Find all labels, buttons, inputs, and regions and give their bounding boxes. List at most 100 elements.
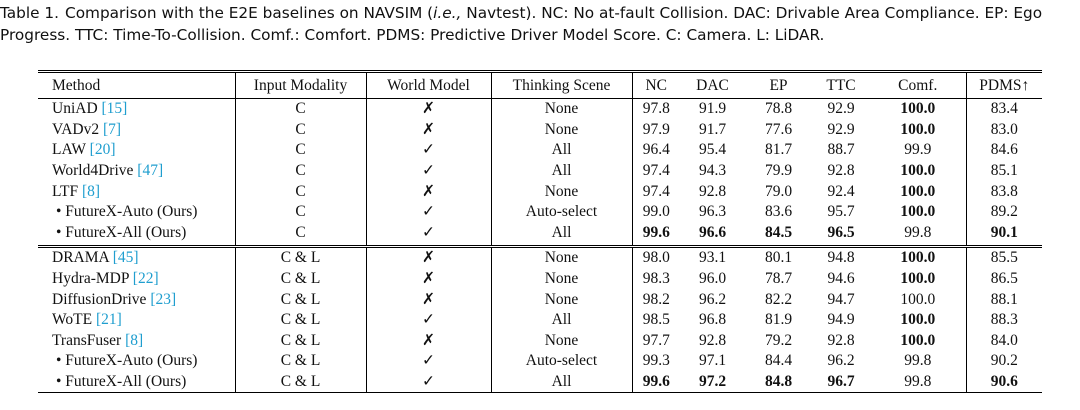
table-row: • FutureX-All (Ours) C & L ✓ All 99.6 97.2 84.… [38, 371, 1042, 393]
table-cell: 83.4 [966, 99, 1042, 120]
table-cell: C [235, 98, 367, 120]
method-name: DiffusionDrive [52, 290, 151, 308]
table-cell: 100.0 [870, 119, 967, 141]
table-cell: 90.1 [966, 223, 1042, 247]
method-name: DRAMA [52, 249, 113, 267]
best-value: 100.0 [900, 270, 936, 288]
best-value: 100.0 [900, 120, 936, 138]
table-cell: 95.4 [680, 140, 745, 161]
table-cell: 92.4 [812, 181, 870, 202]
table-cell: 92.9 [812, 120, 870, 141]
best-value: 99.6 [642, 223, 670, 241]
row-group: UniAD [15] C ✗ None 97.8 91.9 78.8 92.9 100.0 83.… [38, 98, 1042, 247]
table-cell: 92.9 [812, 99, 870, 120]
table-cell: ✓ [366, 309, 492, 331]
cell-value: ✓ [422, 203, 435, 221]
cell-value: Auto-select [525, 352, 598, 370]
cell-value: 92.8 [698, 182, 727, 200]
table-cell: ✓ [366, 222, 492, 247]
cell-value: 99.8 [904, 223, 932, 241]
cell-value: All [551, 141, 572, 159]
cell-value: C & L [280, 270, 321, 288]
table-row: TransFuser [8] C & L ✗ None 97.7 92.8 79.2 92.8… [38, 330, 1042, 352]
table-cell: ✓ [366, 160, 492, 182]
cell-value: 96.4 [642, 141, 670, 159]
method-name: TransFuser [52, 331, 126, 349]
table-cell: 99.8 [870, 222, 967, 247]
table-cell: 96.5 [812, 223, 870, 247]
table-cell: 92.8 [680, 331, 745, 352]
caption-italic: i.e., [433, 4, 462, 22]
best-value: 97.2 [698, 373, 727, 391]
table-cell: C [235, 140, 367, 161]
cell-value: ✗ [422, 249, 435, 267]
column-header: World Model [366, 71, 492, 99]
table-row: DRAMA [45] C & L ✗ None 98.0 93.1 80.1 94.8 100.… [38, 246, 1042, 269]
table-cell: 96.8 [680, 310, 745, 331]
table-cell: 96.3 [680, 202, 745, 223]
cell-value: 96.0 [698, 270, 727, 288]
table-cell: 88.7 [812, 140, 870, 161]
cell-value: Auto-select [525, 203, 598, 221]
cell-value: All [551, 373, 572, 391]
table-cell: 99.6 [632, 223, 680, 247]
table-cell: 99.9 [870, 140, 967, 161]
table-cell: 83.8 [966, 181, 1042, 202]
table-cell: 92.8 [680, 181, 745, 202]
table-cell: All [491, 140, 633, 161]
table-cell: None [491, 119, 633, 141]
table-cell: 86.5 [966, 269, 1042, 290]
table-cell: C [235, 201, 367, 223]
method-cell: LAW [20] [38, 140, 236, 161]
cell-value: None [544, 331, 579, 349]
table-cell: None [491, 181, 633, 202]
table-cell: 96.4 [632, 140, 680, 161]
table-cell: 84.5 [745, 223, 812, 247]
citation: [23] [150, 290, 177, 308]
table-cell: 93.1 [680, 247, 745, 269]
cell-value: 84.0 [990, 331, 1018, 349]
table-cell: 97.4 [632, 161, 680, 182]
best-value: 100.0 [900, 203, 936, 221]
cell-value: 79.0 [764, 182, 793, 200]
table-cell: 89.2 [966, 202, 1042, 223]
cell-value: All [551, 162, 572, 180]
row-group: DRAMA [45] C & L ✗ None 98.0 93.1 80.1 94.8 100.… [38, 246, 1042, 393]
cell-value: ✗ [422, 182, 435, 200]
table-cell: 100.0 [870, 268, 967, 290]
cell-value: 83.4 [990, 100, 1018, 118]
cell-value: C [295, 141, 306, 159]
cell-value: 95.4 [698, 141, 727, 159]
table-cell: 84.6 [966, 140, 1042, 161]
table-cell: ✗ [366, 181, 492, 202]
table-cell: 83.6 [745, 202, 812, 223]
cell-value: 92.9 [827, 120, 855, 138]
table-cell: 97.2 [680, 372, 745, 393]
cell-value: 94.7 [827, 290, 855, 308]
best-value: 100.0 [900, 249, 936, 267]
cell-value: 97.1 [698, 352, 727, 370]
cell-value: 79.9 [764, 162, 793, 180]
table-cell: 100.0 [870, 201, 967, 223]
table-cell: 88.1 [966, 289, 1042, 310]
method-name: Hydra-MDP [52, 270, 133, 288]
best-value: 96.7 [827, 373, 855, 391]
table-cell: ✗ [366, 289, 492, 310]
table-cell: 79.0 [745, 181, 812, 202]
method-cell: LTF [8] [38, 181, 236, 202]
table-cell: 94.3 [680, 161, 745, 182]
column-header: EP [769, 76, 788, 94]
table-cell: C & L [235, 371, 367, 393]
method-name: • FutureX-Auto (Ours) [56, 352, 198, 370]
cell-value: C [295, 120, 306, 138]
table-cell: 92.8 [812, 161, 870, 182]
method-name: World4Drive [52, 162, 138, 180]
table-row: WoTE [21] C & L ✓ All 98.5 96.8 81.9 94.9 100.0 8… [38, 309, 1042, 331]
table-cell: 96.0 [680, 269, 745, 290]
table-cell: ✗ [366, 98, 492, 120]
cell-value: 97.4 [642, 182, 670, 200]
cell-value: ✗ [422, 120, 435, 138]
table-cell: None [491, 289, 633, 310]
cell-value: 84.4 [764, 352, 793, 370]
column-header: NC [645, 76, 668, 94]
